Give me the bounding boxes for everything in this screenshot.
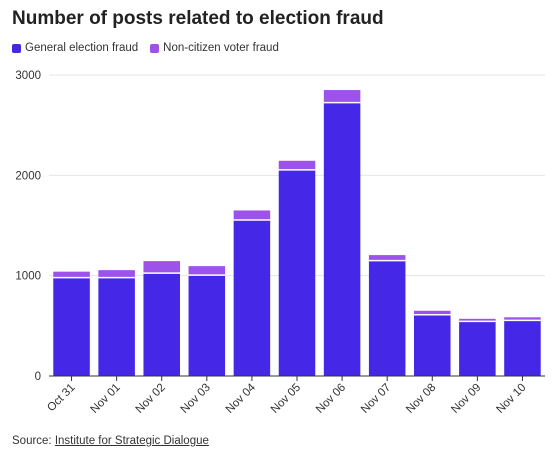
bar-general-6 <box>323 102 361 376</box>
bar-general-10 <box>504 320 541 376</box>
x-tick-label: Nov 02 <box>134 382 168 416</box>
bar-noncitizen-8 <box>414 310 451 315</box>
bar-general-3 <box>188 275 226 376</box>
bar-noncitizen-3 <box>188 266 226 276</box>
legend-label-general: General election fraud <box>25 42 139 54</box>
y-tick-label: 2000 <box>15 170 41 182</box>
x-tick-label: Nov 07 <box>359 382 393 416</box>
legend-swatch-noncitizen <box>150 43 160 53</box>
y-tick-label: 3000 <box>15 70 41 82</box>
bar-layer <box>53 90 541 376</box>
bar-noncitizen-1 <box>98 270 135 278</box>
legend: General election fraud Non-citizen voter… <box>12 42 279 54</box>
bar-noncitizen-6 <box>323 90 361 103</box>
bar-general-0 <box>53 277 90 376</box>
bar-general-9 <box>459 321 496 376</box>
y-tick-label: 1000 <box>15 271 41 283</box>
x-tick-label: Nov 08 <box>404 382 438 416</box>
bar-general-5 <box>278 169 316 376</box>
bar-noncitizen-0 <box>53 271 90 278</box>
source-prefix: Source: <box>12 435 55 447</box>
x-tick-label: Nov 01 <box>89 382 123 416</box>
bar-general-8 <box>414 314 451 376</box>
bar-general-4 <box>233 219 271 376</box>
bar-general-2 <box>143 273 180 376</box>
x-tick-label: Nov 05 <box>269 382 303 416</box>
bar-noncitizen-10 <box>504 317 541 321</box>
bar-noncitizen-4 <box>233 210 271 220</box>
y-tick-label: 0 <box>35 371 41 383</box>
x-tick-label: Oct 31 <box>45 382 77 414</box>
x-tick-label: Nov 04 <box>224 381 259 416</box>
chart-title: Number of posts related to election frau… <box>12 8 384 29</box>
bar-noncitizen-2 <box>143 261 180 274</box>
bar-noncitizen-7 <box>368 255 406 261</box>
legend-swatch-general <box>12 43 21 53</box>
source-link[interactable]: Institute for Strategic Dialogue <box>54 435 209 447</box>
bar-noncitizen-9 <box>459 318 496 322</box>
x-tick-label: Nov 06 <box>314 382 348 416</box>
legend-item-noncitizen: Non-citizen voter fraud <box>150 42 279 54</box>
bar-general-7 <box>368 260 406 376</box>
source-note: Source: Institute for Strategic Dialogue <box>12 435 209 447</box>
bar-general-1 <box>98 277 135 376</box>
x-tick-label: Nov 09 <box>449 382 483 416</box>
x-tick-label: Nov 03 <box>179 382 213 416</box>
bar-noncitizen-5 <box>278 160 316 170</box>
x-tick-label: Nov 10 <box>494 382 528 416</box>
legend-item-general: General election fraud <box>12 42 138 54</box>
legend-label-noncitizen: Non-citizen voter fraud <box>163 42 279 54</box>
